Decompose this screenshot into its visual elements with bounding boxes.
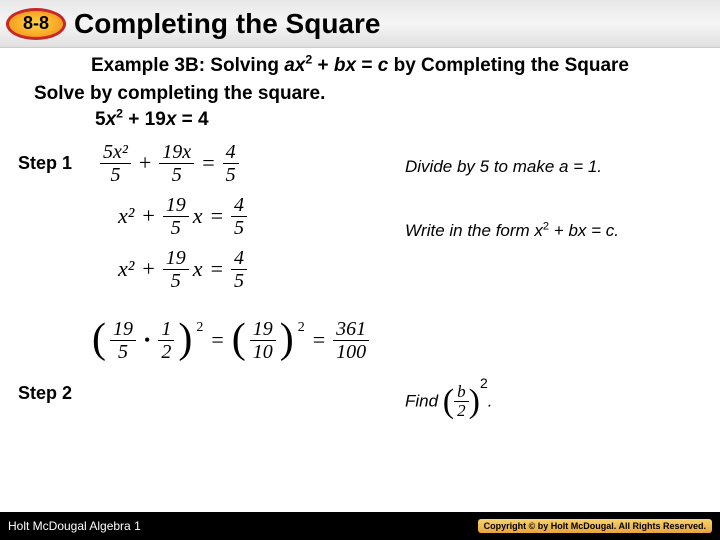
step1-label: Step 1: [18, 153, 72, 174]
math-column: 5x²5 + 19x5 = 45 x² + 195 x = 45 x² + 19…: [100, 141, 369, 371]
instruction-text: Solve by completing the square.: [34, 83, 720, 105]
main-equation: 5x2 + 19x = 4: [95, 109, 720, 131]
explanation-2: Write in the form x2 + bx = c.: [405, 221, 619, 241]
footer-right: Copyright © by Holt McDougal. All Rights…: [478, 519, 712, 533]
copyright-badge: Copyright © by Holt McDougal. All Rights…: [478, 519, 712, 533]
explanation-3: Find (b2)2.: [405, 383, 492, 421]
example-subtitle: Example 3B: Solving ax2 + bx = c by Comp…: [0, 54, 720, 79]
math-line-step2: ( 195 • 12 )2 = ( 1910 )2 = 361100: [92, 318, 369, 363]
footer-bar: Holt McDougal Algebra 1 Copyright © by H…: [0, 512, 720, 540]
math-line-2: x² + 195 x = 45: [118, 194, 369, 239]
step2-label: Step 2: [18, 383, 72, 404]
math-line-3: x² + 195 x = 45: [118, 247, 369, 292]
header-bar: 8-8 Completing the Square: [0, 0, 720, 48]
explanation-1: Divide by 5 to make a = 1.: [405, 157, 602, 177]
footer-left-text: Holt McDougal Algebra 1: [8, 519, 141, 533]
header-title: Completing the Square: [74, 8, 380, 40]
math-line-1: 5x²5 + 19x5 = 45: [100, 141, 369, 186]
lesson-badge: 8-8: [6, 8, 66, 40]
